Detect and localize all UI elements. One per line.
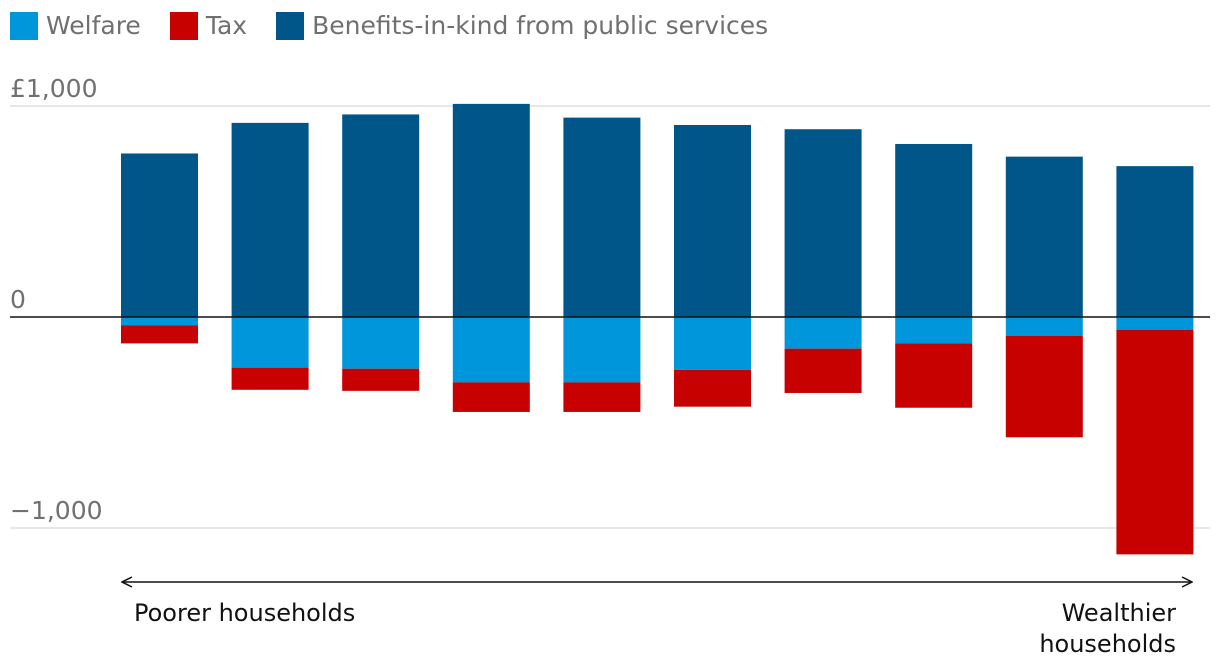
- bar-welfare: [784, 317, 862, 349]
- bar-tax: [784, 348, 862, 393]
- legend-swatch-tax: [169, 12, 198, 40]
- bar-benefits-in-kind: [895, 143, 973, 317]
- bar-benefits-in-kind: [342, 114, 420, 317]
- bar-tax: [121, 325, 198, 344]
- bar-welfare: [1116, 317, 1194, 330]
- bar-benefits-in-kind: [231, 122, 309, 317]
- legend-label-benefits-in-kind: Benefits-in-kind from public services: [312, 11, 769, 40]
- bar-tax: [342, 368, 420, 391]
- y-tick-label: 0: [10, 285, 26, 314]
- bar-welfare: [1005, 317, 1083, 336]
- y-tick-label: −1,000: [10, 496, 103, 525]
- y-tick-label: £1,000: [10, 74, 97, 103]
- bar-tax: [563, 382, 641, 412]
- bar-welfare: [895, 317, 973, 344]
- legend-label-tax: Tax: [205, 11, 248, 40]
- legend-item-welfare: Welfare: [10, 11, 141, 41]
- bar-benefits-in-kind: [1116, 166, 1194, 317]
- bar-benefits-in-kind: [563, 117, 641, 317]
- bar-tax: [1005, 335, 1083, 438]
- bar-benefits-in-kind: [1005, 156, 1083, 317]
- legend-swatch-welfare: [10, 12, 38, 40]
- wealthier-households-label-line2: households: [1039, 630, 1176, 658]
- legend-label-welfare: Welfare: [46, 11, 141, 40]
- bar-welfare: [121, 317, 198, 326]
- wealthier-households-label-line1: Wealthier: [1062, 599, 1177, 627]
- bar-benefits-in-kind: [674, 124, 751, 318]
- y-axis: £1,000 0 −1,000: [10, 74, 103, 525]
- bar-tax: [1116, 329, 1194, 555]
- bar-benefits-in-kind: [121, 153, 198, 317]
- bar-welfare: [674, 317, 751, 370]
- bar-benefits-in-kind: [784, 129, 862, 317]
- bar-tax: [452, 382, 530, 412]
- bar-welfare: [342, 317, 420, 369]
- bar-welfare: [563, 317, 641, 383]
- bar-welfare: [231, 317, 309, 368]
- bar-welfare: [452, 317, 530, 383]
- legend-item-benefits-in-kind: Benefits-in-kind from public services: [276, 11, 768, 41]
- bars: [10, 103, 1210, 555]
- legend: Welfare Tax Benefits-in-kind from public…: [10, 11, 797, 41]
- bar-tax: [895, 343, 973, 408]
- bar-benefits-in-kind: [452, 103, 530, 317]
- legend-swatch-benefits-in-kind: [276, 12, 305, 40]
- grid-lines: [10, 105, 1210, 529]
- bar-tax: [231, 367, 309, 390]
- poorer-households-label: Poorer households: [134, 599, 355, 627]
- bar-tax: [674, 369, 751, 407]
- legend-item-tax: Tax: [169, 11, 248, 41]
